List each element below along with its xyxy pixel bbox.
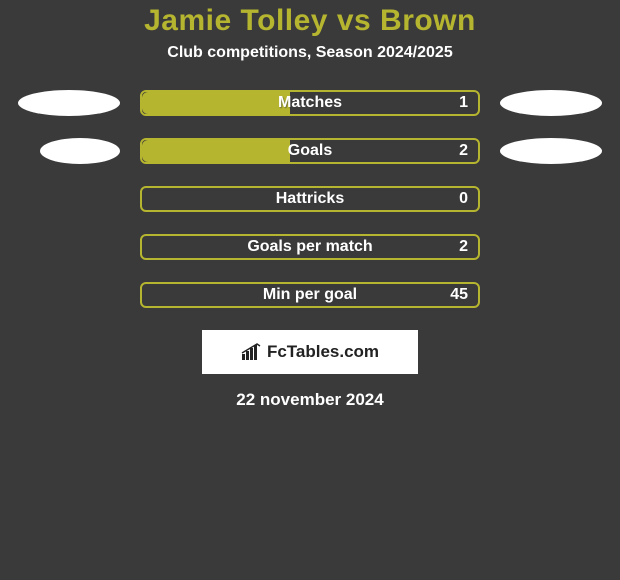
right-ellipse-slot	[500, 90, 602, 116]
right-ellipse-slot	[500, 234, 602, 260]
left-player-ellipse	[18, 90, 120, 116]
stat-bar: Matches1	[140, 90, 480, 116]
stat-row: Min per goal45	[0, 282, 620, 308]
stat-label: Matches	[142, 94, 478, 112]
left-ellipse-slot	[18, 138, 120, 164]
stat-label: Min per goal	[142, 286, 478, 304]
left-ellipse-slot	[18, 234, 120, 260]
stat-row: Goals2	[0, 138, 620, 164]
stat-label: Hattricks	[142, 190, 478, 208]
comparison-widget: Jamie Tolley vs Brown Club competitions,…	[0, 0, 620, 410]
bar-chart-icon	[241, 343, 263, 361]
stat-right-value: 1	[459, 94, 468, 112]
left-ellipse-slot	[18, 90, 120, 116]
right-player-ellipse	[500, 138, 602, 164]
left-ellipse-slot	[18, 186, 120, 212]
stat-bar: Goals2	[140, 138, 480, 164]
fctables-logo-text: FcTables.com	[267, 342, 379, 362]
right-ellipse-slot	[500, 138, 602, 164]
stat-right-value: 2	[459, 142, 468, 160]
right-ellipse-slot	[500, 186, 602, 212]
fctables-logo: FcTables.com	[241, 342, 379, 362]
stat-rows: Matches1Goals2Hattricks0Goals per match2…	[0, 90, 620, 308]
stat-row: Hattricks0	[0, 186, 620, 212]
stat-label: Goals	[142, 142, 478, 160]
stat-row: Goals per match2	[0, 234, 620, 260]
right-ellipse-slot	[500, 282, 602, 308]
stat-right-value: 0	[459, 190, 468, 208]
page-title: Jamie Tolley vs Brown	[0, 4, 620, 38]
left-ellipse-slot	[18, 282, 120, 308]
left-player-ellipse	[40, 138, 120, 164]
stat-right-value: 45	[450, 286, 468, 304]
subtitle: Club competitions, Season 2024/2025	[0, 44, 620, 62]
stat-bar: Hattricks0	[140, 186, 480, 212]
stat-bar: Min per goal45	[140, 282, 480, 308]
stat-row: Matches1	[0, 90, 620, 116]
fctables-logo-box: FcTables.com	[202, 330, 418, 374]
right-player-ellipse	[500, 90, 602, 116]
date-text: 22 november 2024	[0, 390, 620, 410]
stat-label: Goals per match	[142, 238, 478, 256]
stat-bar: Goals per match2	[140, 234, 480, 260]
stat-right-value: 2	[459, 238, 468, 256]
